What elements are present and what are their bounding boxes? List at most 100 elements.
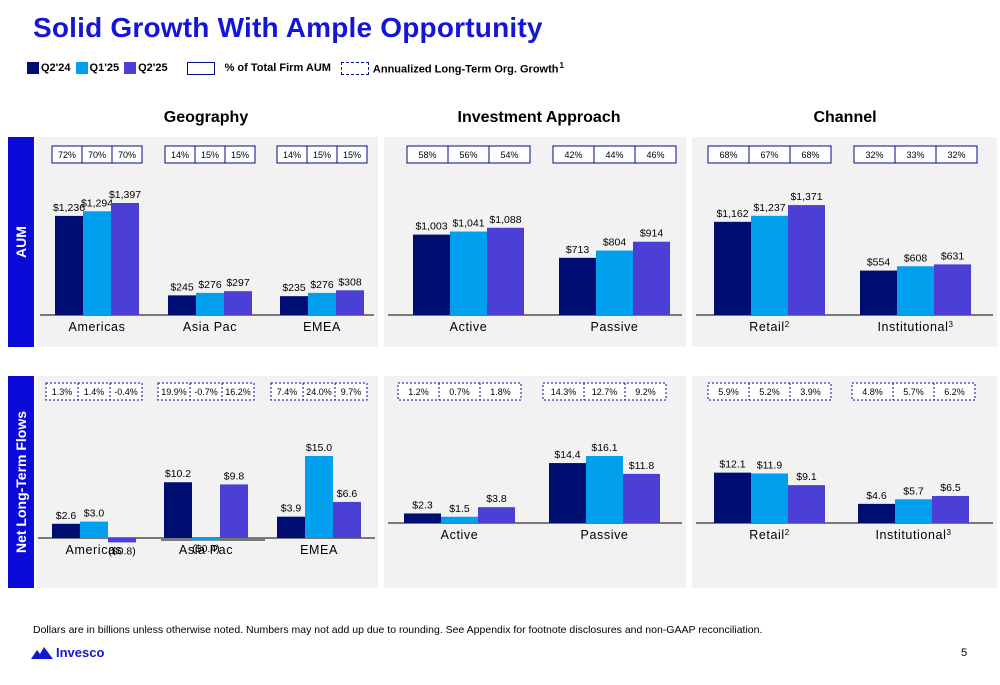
aum-by-channel-value-label-retail-q2-24: $1,162 — [716, 208, 748, 220]
legend-aum-share-label: % of Total Firm AUM — [224, 62, 331, 74]
net-long-term-flows-by-geography-box-value-asia-pac-q2-24: 19.9% — [161, 387, 187, 397]
aum-by-investment-approach-value-label-active-q2-25: $1,088 — [489, 214, 521, 226]
net-long-term-flows-by-geography-box-value-americas-q2-24: 1.3% — [52, 387, 73, 397]
aum-by-channel-bar-institutional-q2-24 — [860, 270, 897, 315]
aum-by-geography-category-label-americas: Americas — [69, 320, 126, 334]
aum-by-geography-box-value-emea-q1-25: 15% — [313, 150, 331, 160]
legend-label-q1-25: Q1'25 — [89, 62, 120, 74]
aum-by-investment-approach-box-value-active-q2-24: 58% — [418, 150, 436, 160]
net-long-term-flows-by-channel-bar-institutional-q2-25 — [932, 495, 969, 523]
net-long-term-flows-by-investment-approach-bar-passive-q1-25 — [586, 456, 623, 523]
aum-by-channel-category-footnote-institutional: 3 — [948, 320, 953, 329]
aum-by-channel-value-label-institutional-q2-25: $631 — [941, 250, 965, 262]
net-long-term-flows-by-channel-bar-retail-q1-25 — [751, 473, 788, 523]
net-long-term-flows-by-geography-box-group-asia-pac — [157, 382, 255, 401]
net-long-term-flows-by-channel-category-label-institutional: Institutional3 — [875, 528, 951, 542]
page-number: 5 — [961, 647, 968, 659]
net-long-term-flows-by-channel-category-footnote-retail: 2 — [785, 528, 790, 537]
net-long-term-flows-by-geography-value-label-asia-pac-q2-24: $10.2 — [165, 468, 191, 480]
net-long-term-flows-by-geography-category-label-emea: EMEA — [300, 543, 338, 557]
aum-by-investment-approach-value-label-active-q1-25: $1,041 — [452, 218, 484, 230]
legend-item-q2-25: Q2'25 — [124, 62, 168, 74]
aum-by-geography-bar-americas-q2-24 — [55, 215, 83, 315]
net-long-term-flows-by-investment-approach-box-value-active-q2-25: 1.8% — [490, 387, 511, 397]
aum-by-investment-approach-value-label-passive-q1-25: $804 — [603, 237, 627, 249]
invesco-logo: Invesco — [31, 645, 104, 660]
net-long-term-flows-by-investment-approach-category-label-active: Active — [441, 528, 479, 542]
net-long-term-flows-by-geography-bar-americas-q1-25 — [80, 521, 108, 538]
aum-by-geography-bar-asia-pac-q2-24 — [168, 295, 196, 315]
aum-by-channel-box-value-retail-q2-25: 68% — [801, 150, 819, 160]
aum-by-channel-box-value-retail-q2-24: 68% — [719, 150, 737, 160]
net-long-term-flows-by-investment-approach-value-label-passive-q1-25: $16.1 — [591, 442, 617, 454]
aum-by-channel-category-label-retail: Retail2 — [749, 320, 790, 334]
aum-by-geography-value-label-emea-q1-25: $276 — [310, 279, 334, 291]
net-long-term-flows-by-geography-bar-americas-q2-24 — [52, 523, 80, 538]
net-long-term-flows-by-investment-approach-value-label-active-q2-24: $2.3 — [412, 499, 433, 511]
net-long-term-flows-by-geography-box-value-asia-pac-q2-25: 16.2% — [225, 387, 251, 397]
aum-by-geography-bar-americas-q2-25 — [111, 203, 139, 315]
aum-by-channel-value-label-retail-q2-25: $1,371 — [790, 191, 822, 203]
net-long-term-flows-by-geography-value-label-americas-q2-25: ($0.8) — [108, 545, 135, 557]
chart-aum-by-geography: $1,236$1,294$1,397 Americas 72% 70% 70% $245 $… — [40, 145, 374, 334]
aum-by-investment-approach-bar-active-q1-25 — [450, 231, 487, 315]
row-label-aum: AUM — [8, 137, 34, 347]
aum-by-channel-box-value-retail-q1-25: 67% — [760, 150, 778, 160]
net-long-term-flows-by-investment-approach-bar-passive-q2-24 — [549, 463, 586, 523]
aum-by-channel-box-value-institutional-q1-25: 33% — [906, 150, 924, 160]
aum-by-channel-box-value-institutional-q2-24: 32% — [865, 150, 883, 160]
net-long-term-flows-by-geography-value-label-emea-q1-25: $15.0 — [306, 442, 332, 454]
legend-swatch-q1-25 — [75, 62, 88, 74]
net-long-term-flows-by-geography-value-label-emea-q2-24: $3.9 — [281, 503, 302, 515]
aum-by-investment-approach-value-label-passive-q2-24: $713 — [566, 244, 590, 256]
aum-by-geography-box-group-emea — [276, 145, 368, 164]
net-long-term-flows-by-investment-approach-category-label-passive: Passive — [581, 528, 629, 542]
aum-by-investment-approach-bar-passive-q1-25 — [596, 250, 633, 315]
aum-by-channel-bar-retail-q2-24 — [714, 221, 751, 315]
net-long-term-flows-by-geography-box-value-americas-q2-25: -0.4% — [114, 387, 138, 397]
net-long-term-flows-by-geography-value-label-americas-q2-24: $2.6 — [56, 510, 77, 522]
net-long-term-flows-by-channel-category-footnote-institutional: 3 — [946, 528, 951, 537]
aum-by-investment-approach-box-value-passive-q2-25: 46% — [646, 150, 664, 160]
aum-by-geography-box-value-americas-q1-25: 70% — [88, 150, 106, 160]
net-long-term-flows-by-geography-category-label-americas: Americas — [66, 543, 123, 557]
aum-by-geography-value-label-americas-q1-25: $1,294 — [81, 197, 113, 209]
aum-by-investment-approach-box-value-passive-q2-24: 42% — [564, 150, 582, 160]
legend-swatch-q2-24 — [27, 62, 39, 74]
net-long-term-flows-by-channel-bar-institutional-q2-24 — [858, 503, 895, 523]
net-long-term-flows-by-channel-box-value-institutional-q2-24: 4.8% — [862, 387, 883, 397]
net-long-term-flows-by-channel-value-label-retail-q1-25: $11.9 — [757, 459, 783, 471]
legend: Q2'24 Q1'25 Q2'25 % of Total Firm AUM An… — [27, 59, 564, 77]
net-long-term-flows-by-geography-box-value-emea-q1-25: 24.0% — [306, 387, 332, 397]
aum-by-geography-box-value-americas-q2-24: 72% — [58, 150, 76, 160]
aum-by-geography-bar-emea-q2-25 — [336, 290, 364, 315]
aum-by-geography-bar-asia-pac-q1-25 — [196, 292, 224, 315]
legend-swatch-q2-25 — [124, 62, 137, 74]
aum-by-channel-bar-institutional-q1-25 — [897, 266, 934, 315]
aum-by-geography-value-label-americas-q2-24: $1,236 — [53, 202, 85, 214]
aum-by-geography-box-group-asia-pac — [164, 145, 256, 164]
mountain-logo-icon — [31, 646, 53, 659]
net-long-term-flows-by-channel-value-label-institutional-q2-25: $6.5 — [940, 482, 961, 494]
aum-by-channel-category-footnote-retail: 2 — [785, 320, 790, 329]
page-title: Solid Growth With Ample Opportunity — [33, 12, 543, 43]
net-long-term-flows-by-channel-box-value-institutional-q1-25: 5.7% — [903, 387, 924, 397]
aum-by-geography-bar-americas-q1-25 — [83, 211, 111, 315]
legend-dashed-box — [340, 61, 369, 75]
net-long-term-flows-by-investment-approach-value-label-passive-q2-25: $11.8 — [629, 460, 655, 472]
net-long-term-flows-by-geography-box-group-americas — [45, 382, 143, 401]
aum-by-channel-value-label-retail-q1-25: $1,237 — [753, 202, 785, 214]
aum-by-geography-box-value-asia-pac-q1-25: 15% — [201, 150, 219, 160]
aum-by-geography-box-value-asia-pac-q2-25: 15% — [231, 150, 249, 160]
net-long-term-flows-by-geography-category-label-asia-pac: Asia Pac — [179, 543, 233, 557]
net-long-term-flows-by-channel-box-group-institutional — [851, 382, 976, 401]
aum-by-investment-approach-bar-passive-q2-25 — [633, 241, 670, 315]
net-long-term-flows-by-investment-approach-bar-active-q2-24 — [404, 513, 441, 523]
aum-by-geography-bar-asia-pac-q2-25 — [224, 291, 252, 315]
section-title-channel: Channel — [813, 109, 877, 126]
aum-by-geography-bar-emea-q2-24 — [280, 296, 308, 315]
net-long-term-flows-by-geography-box-group-emea — [270, 382, 368, 401]
net-long-term-flows-by-geography-value-label-asia-pac-q1-25: ($0.4) — [192, 543, 219, 555]
net-long-term-flows-by-geography-bar-asia-pac-q1-25 — [192, 538, 220, 541]
net-long-term-flows-by-channel-category-label-retail: Retail2 — [749, 528, 790, 542]
